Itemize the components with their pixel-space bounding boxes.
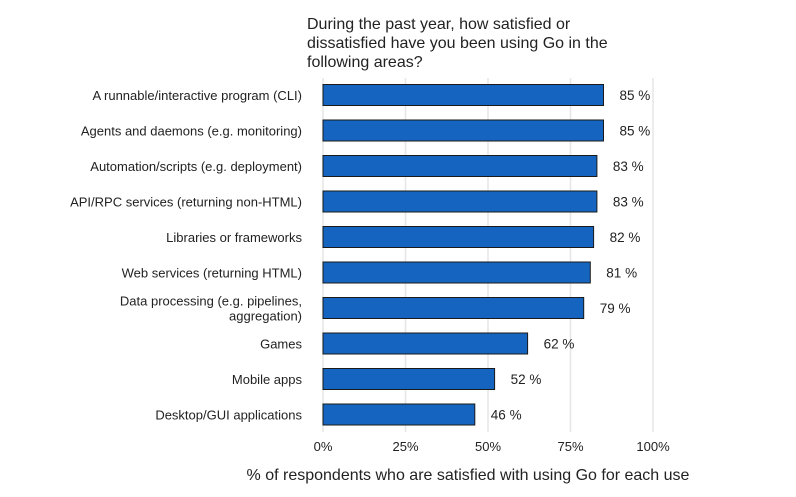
bar-value-label: 83 % [613,159,644,174]
bar-value-label: 79 % [600,301,631,316]
category-label: Web services (returning HTML) [122,266,302,281]
bar [322,403,476,426]
bar-value-label: 81 % [606,266,637,281]
chart-title-line: following areas? [307,54,423,71]
bar-value-label: 85 % [620,88,651,103]
bar [322,190,598,213]
bar [322,119,604,142]
value-labels: 85 % 85 % 83 % 83 % 82 % 81 % 79 % 62 % 52 % 46 % [491,88,650,423]
category-label: API/RPC services (returning non-HTML) [70,195,302,210]
category-label: A runnable/interactive program (CLI) [92,88,302,103]
x-tick-label: 0% [314,439,333,454]
category-label: Desktop/GUI applications [155,408,302,423]
bar-value-label: 52 % [511,372,542,387]
bar [322,226,595,248]
bar [322,84,604,106]
category-label: Games [260,337,302,352]
category-label: Libraries or frameworks [166,230,302,245]
bar-value-label: 46 % [491,408,522,423]
category-label: Data processing (e.g. pipelines, [120,294,302,309]
chart-title: During the past year, how satisfied or di… [307,16,608,71]
bar-value-label: 82 % [610,230,641,245]
bar [322,261,591,284]
category-label: Automation/scripts (e.g. deployment) [90,159,302,174]
bar-value-label: 85 % [620,124,651,139]
bar [322,155,598,177]
x-tick-label: 75% [557,439,583,454]
x-tick-label: 100% [636,439,670,454]
bar-value-label: 62 % [544,337,575,352]
bar [322,297,585,319]
bars [322,84,604,426]
x-tick-labels: 0% 25% 50% 75% 100% [314,439,670,454]
category-label: Agents and daemons (e.g. monitoring) [81,124,302,139]
chart-title-line: During the past year, how satisfied or [307,16,571,33]
chart-title-line: dissatisfied have you been using Go in t… [307,35,608,52]
bar [322,368,496,390]
category-label: Mobile apps [232,372,303,387]
bar [322,332,529,355]
x-tick-label: 25% [392,439,418,454]
x-tick-label: 50% [475,439,501,454]
category-label: aggregation) [229,309,302,324]
bar-value-label: 83 % [613,195,644,210]
category-labels: A runnable/interactive program (CLI) Agen… [70,88,302,423]
x-axis-label: % of respondents who are satisfied with … [247,467,690,484]
